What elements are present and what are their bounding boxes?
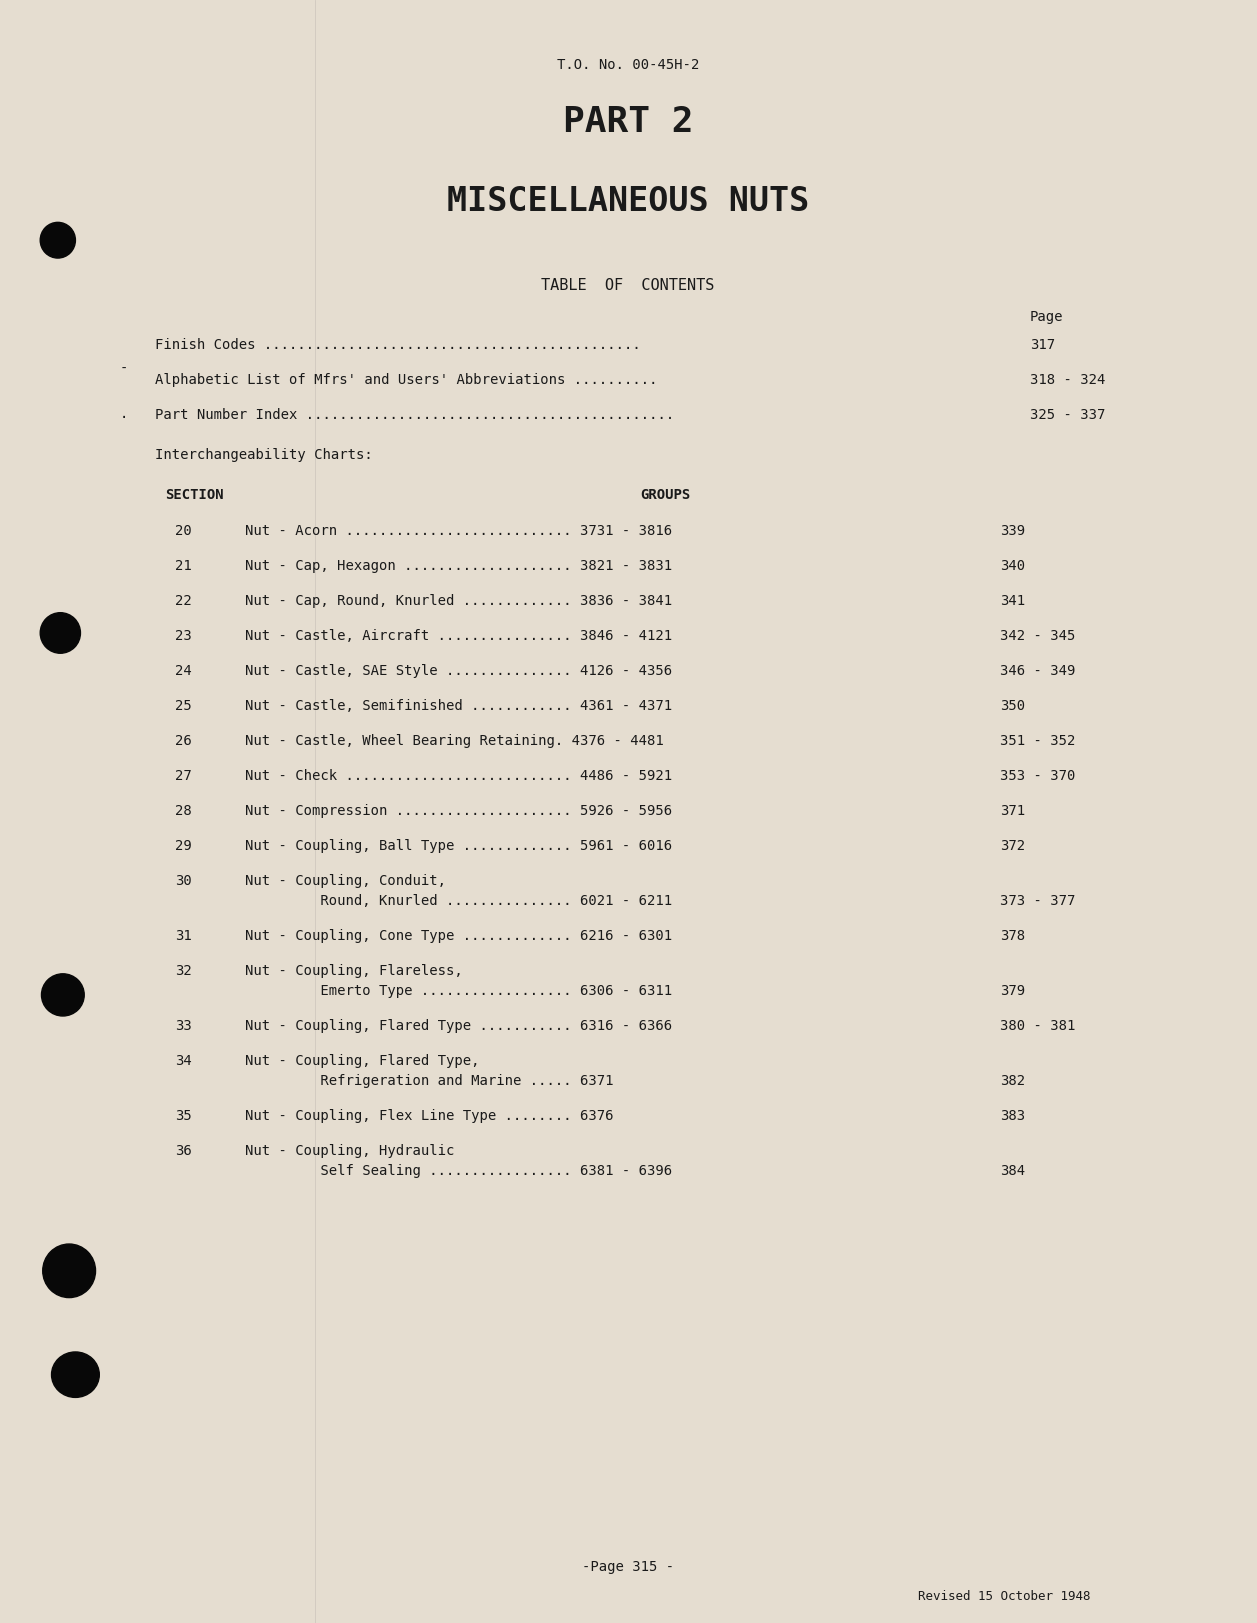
Text: 380 - 381: 380 - 381 — [1001, 1019, 1076, 1032]
Text: 342 - 345: 342 - 345 — [1001, 630, 1076, 643]
Text: Nut - Compression ..................... 5926 - 5956: Nut - Compression ..................... … — [245, 803, 672, 818]
Ellipse shape — [40, 222, 75, 258]
Text: Nut - Coupling, Flareless,: Nut - Coupling, Flareless, — [245, 964, 463, 979]
Text: 339: 339 — [1001, 524, 1026, 537]
Text: 28: 28 — [175, 803, 192, 818]
Text: Nut - Acorn ........................... 3731 - 3816: Nut - Acorn ........................... … — [245, 524, 672, 537]
Text: Nut - Cap, Round, Knurled ............. 3836 - 3841: Nut - Cap, Round, Knurled ............. … — [245, 594, 672, 609]
Text: 373 - 377: 373 - 377 — [1001, 894, 1076, 907]
Text: Finish Codes .............................................: Finish Codes ...........................… — [155, 338, 641, 352]
Text: 27: 27 — [175, 769, 192, 782]
Text: TABLE  OF  CONTENTS: TABLE OF CONTENTS — [542, 278, 715, 294]
Text: 33: 33 — [175, 1019, 192, 1032]
Text: Revised 15 October 1948: Revised 15 October 1948 — [918, 1591, 1090, 1604]
Text: 384: 384 — [1001, 1164, 1026, 1178]
Text: 325 - 337: 325 - 337 — [1029, 407, 1105, 422]
Text: GROUPS: GROUPS — [640, 489, 690, 502]
Text: 378: 378 — [1001, 928, 1026, 943]
Text: 34: 34 — [175, 1053, 192, 1068]
Text: SECTION: SECTION — [165, 489, 224, 502]
Text: 32: 32 — [175, 964, 192, 979]
Text: Nut - Castle, Semifinished ............ 4361 - 4371: Nut - Castle, Semifinished ............ … — [245, 700, 672, 712]
Text: Alphabetic List of Mfrs' and Users' Abbreviations ..........: Alphabetic List of Mfrs' and Users' Abbr… — [155, 373, 657, 386]
Text: Nut - Coupling, Flared Type ........... 6316 - 6366: Nut - Coupling, Flared Type ........... … — [245, 1019, 672, 1032]
Text: -Page 315 -: -Page 315 - — [582, 1560, 674, 1574]
Text: 30: 30 — [175, 875, 192, 888]
Text: 382: 382 — [1001, 1074, 1026, 1087]
Text: PART 2: PART 2 — [563, 105, 694, 140]
Text: 36: 36 — [175, 1144, 192, 1157]
Text: 23: 23 — [175, 630, 192, 643]
Text: Emerto Type .................. 6306 - 6311: Emerto Type .................. 6306 - 63… — [245, 984, 672, 998]
Text: Page: Page — [1029, 310, 1063, 325]
Text: 21: 21 — [175, 558, 192, 573]
Text: 24: 24 — [175, 664, 192, 678]
Text: Nut - Castle, Aircraft ................ 3846 - 4121: Nut - Castle, Aircraft ................ … — [245, 630, 672, 643]
Text: Nut - Coupling, Cone Type ............. 6216 - 6301: Nut - Coupling, Cone Type ............. … — [245, 928, 672, 943]
Text: 25: 25 — [175, 700, 192, 712]
Ellipse shape — [40, 612, 80, 652]
Text: 379: 379 — [1001, 984, 1026, 998]
Text: Self Sealing ................. 6381 - 6396: Self Sealing ................. 6381 - 63… — [245, 1164, 672, 1178]
Text: Nut - Coupling, Hydraulic: Nut - Coupling, Hydraulic — [245, 1144, 454, 1157]
Text: 35: 35 — [175, 1109, 192, 1123]
Text: 20: 20 — [175, 524, 192, 537]
Text: 350: 350 — [1001, 700, 1026, 712]
Text: Nut - Coupling, Ball Type ............. 5961 - 6016: Nut - Coupling, Ball Type ............. … — [245, 839, 672, 854]
Text: 317: 317 — [1029, 338, 1055, 352]
Text: T.O. No. 00-45H-2: T.O. No. 00-45H-2 — [557, 58, 699, 71]
Ellipse shape — [52, 1352, 99, 1397]
Text: Nut - Castle, Wheel Bearing Retaining. 4376 - 4481: Nut - Castle, Wheel Bearing Retaining. 4… — [245, 734, 664, 748]
Text: Interchangeability Charts:: Interchangeability Charts: — [155, 448, 373, 463]
Text: Nut - Coupling, Conduit,: Nut - Coupling, Conduit, — [245, 875, 446, 888]
Text: 353 - 370: 353 - 370 — [1001, 769, 1076, 782]
Text: 22: 22 — [175, 594, 192, 609]
Ellipse shape — [43, 1243, 96, 1298]
Text: 318 - 324: 318 - 324 — [1029, 373, 1105, 386]
Text: 372: 372 — [1001, 839, 1026, 854]
Text: 31: 31 — [175, 928, 192, 943]
Ellipse shape — [41, 974, 84, 1016]
Text: 383: 383 — [1001, 1109, 1026, 1123]
Text: Nut - Check ........................... 4486 - 5921: Nut - Check ........................... … — [245, 769, 672, 782]
Text: 346 - 349: 346 - 349 — [1001, 664, 1076, 678]
Text: 29: 29 — [175, 839, 192, 854]
Text: Nut - Coupling, Flared Type,: Nut - Coupling, Flared Type, — [245, 1053, 479, 1068]
Text: 26: 26 — [175, 734, 192, 748]
Text: 341: 341 — [1001, 594, 1026, 609]
Text: Nut - Coupling, Flex Line Type ........ 6376: Nut - Coupling, Flex Line Type ........ … — [245, 1109, 613, 1123]
Text: 351 - 352: 351 - 352 — [1001, 734, 1076, 748]
Text: Part Number Index ............................................: Part Number Index ......................… — [155, 407, 674, 422]
Text: Refrigeration and Marine ..... 6371: Refrigeration and Marine ..... 6371 — [245, 1074, 613, 1087]
Text: Nut - Castle, SAE Style ............... 4126 - 4356: Nut - Castle, SAE Style ............... … — [245, 664, 672, 678]
Text: Nut - Cap, Hexagon .................... 3821 - 3831: Nut - Cap, Hexagon .................... … — [245, 558, 672, 573]
Text: -: - — [119, 362, 128, 377]
Text: 340: 340 — [1001, 558, 1026, 573]
Text: Round, Knurled ............... 6021 - 6211: Round, Knurled ............... 6021 - 62… — [245, 894, 672, 907]
Text: .: . — [119, 407, 128, 420]
Text: 371: 371 — [1001, 803, 1026, 818]
Text: MISCELLANEOUS NUTS: MISCELLANEOUS NUTS — [447, 185, 810, 217]
